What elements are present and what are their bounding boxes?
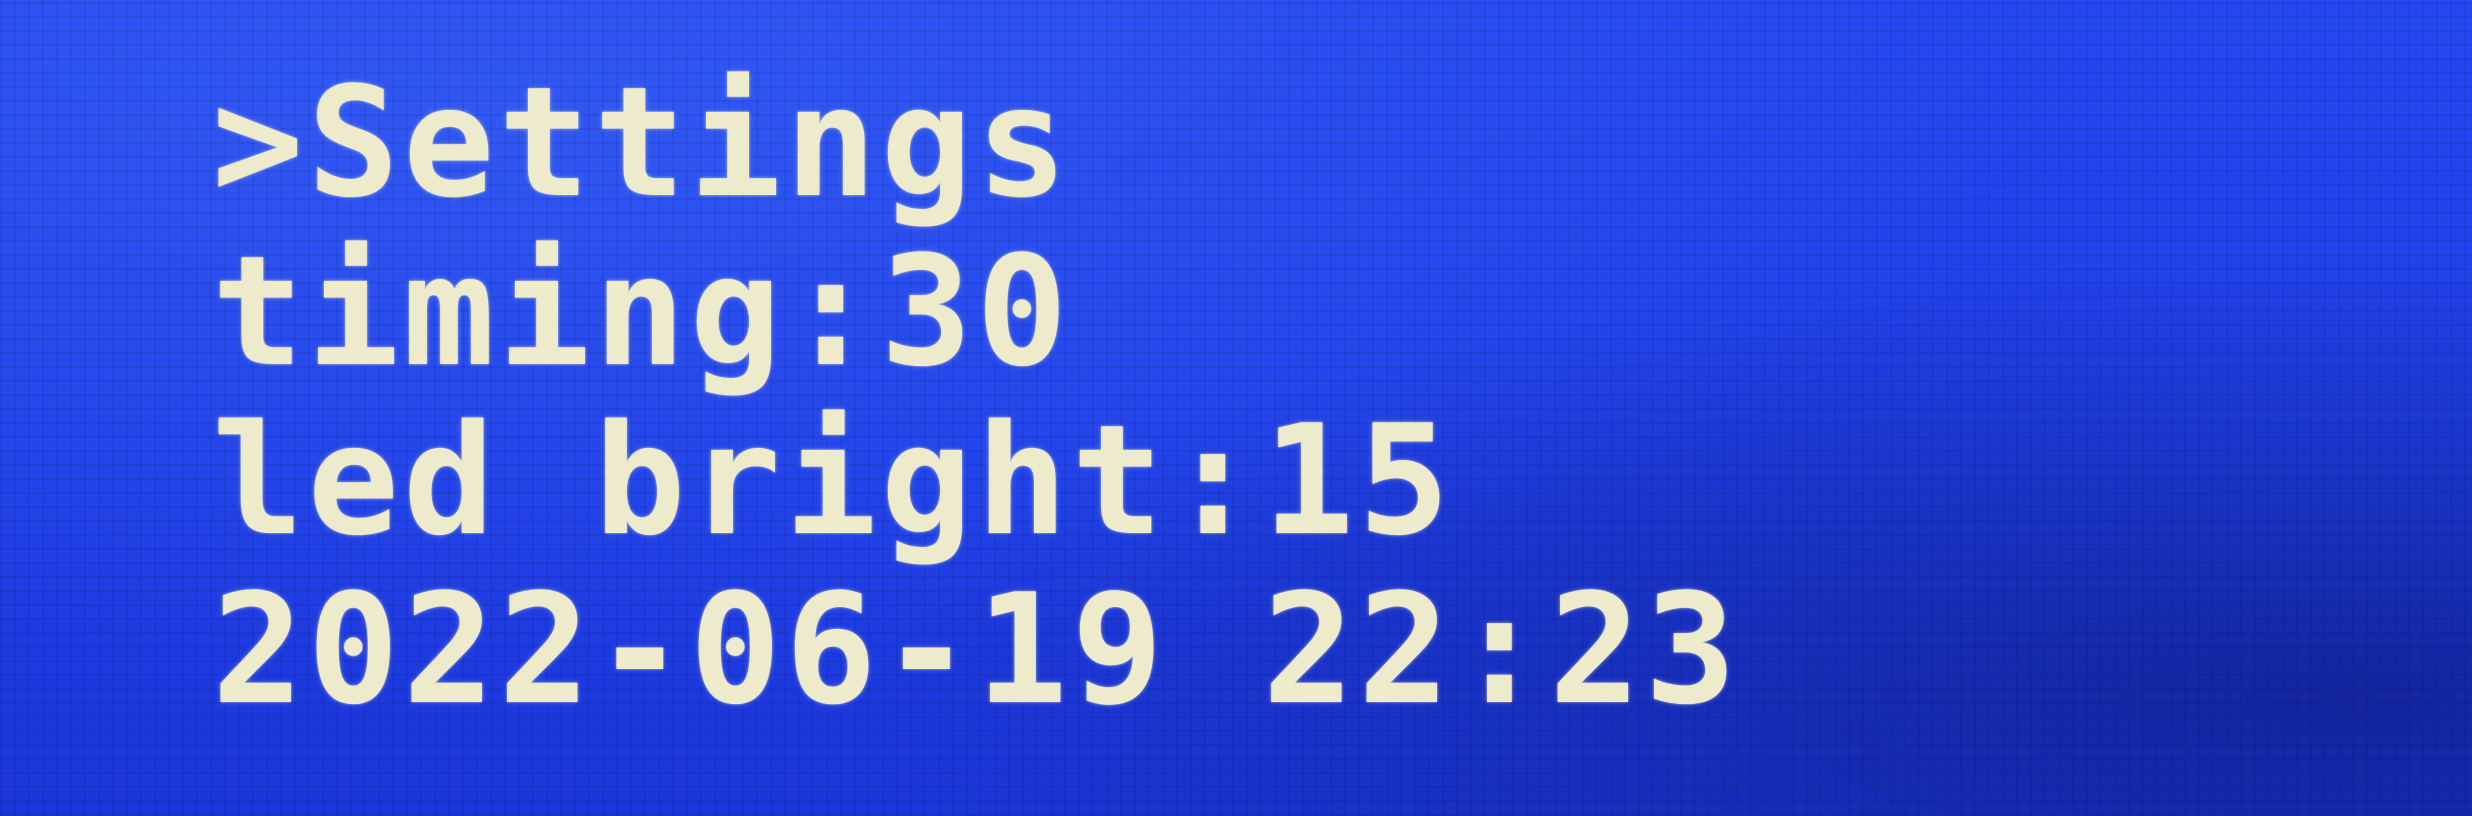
date-time-readout: 2022-06-19 22:23	[212, 561, 1741, 738]
timing-setting[interactable]: timing:30	[212, 223, 1072, 400]
led-bright-setting[interactable]: led bright:15	[212, 392, 1454, 569]
lcd-text-area: >Settings timing:30 led bright:15 2022-0…	[212, 58, 1740, 734]
menu-title-settings[interactable]: >Settings	[212, 54, 1072, 231]
